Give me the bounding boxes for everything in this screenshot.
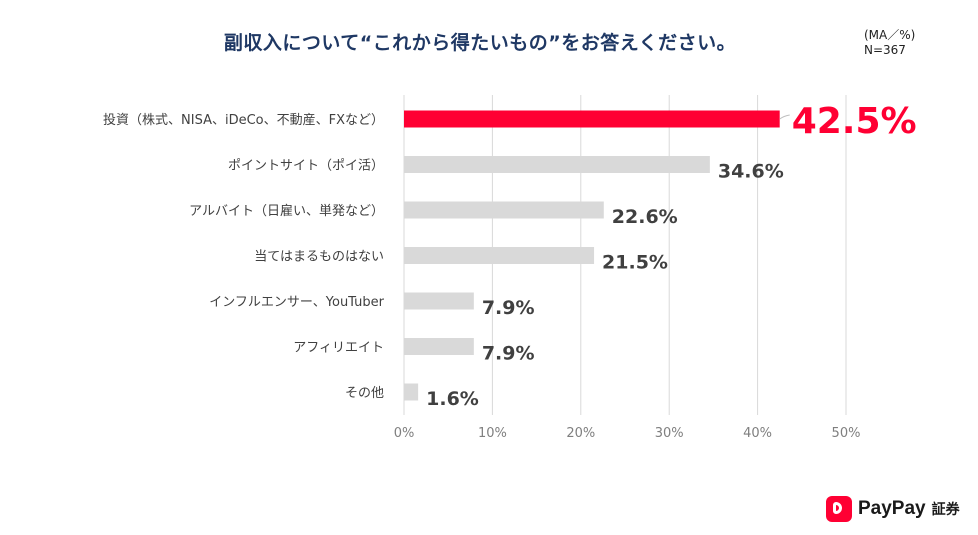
brand-sub: 証券 [931, 502, 960, 518]
category-label: ポイントサイト（ポイ活） [228, 159, 384, 174]
bar [404, 247, 595, 264]
brand-name: PayPay [858, 498, 926, 519]
value-label: 1.6% [426, 388, 479, 410]
category-label: 投資（株式、NISA、iDeCo、不動産、FXなど） [103, 112, 384, 128]
value-label: 22.6% [612, 206, 678, 228]
value-label: 7.9% [482, 297, 535, 319]
value-label: 34.6% [718, 161, 784, 183]
category-label: インフルエンサー、YouTuber [209, 295, 384, 310]
chart-title: 副収入について“これから得たいもの”をお答えください。 [223, 32, 737, 54]
x-tick-label: 50% [832, 426, 861, 441]
note-ma: (MA／%) [864, 28, 916, 42]
bar [404, 156, 710, 173]
x-tick-label: 40% [743, 426, 772, 441]
category-label: その他 [345, 386, 384, 401]
paypay-logo: PayPay 証券 [826, 492, 960, 526]
x-tick-label: 20% [566, 426, 595, 441]
bar [404, 110, 780, 128]
category-label: アフィリエイト [293, 341, 384, 356]
bar [404, 338, 474, 355]
bar [404, 201, 604, 219]
category-label: 当てはまるものはない [254, 250, 384, 265]
bar [404, 383, 419, 401]
survey-note: (MA／%) N=367 [864, 28, 915, 58]
category-label: アルバイト（日雇い、単発など） [189, 203, 384, 219]
x-tick-label: 30% [655, 426, 684, 441]
bar [404, 292, 474, 310]
value-label: 42.5% [792, 101, 917, 142]
x-tick-label: 10% [478, 426, 507, 441]
label-leader-line [779, 114, 790, 120]
note-sample-size: N=367 [864, 43, 906, 57]
paypay-logo-icon [826, 496, 852, 522]
x-tick-label: 0% [394, 426, 415, 441]
value-label: 21.5% [602, 252, 668, 274]
value-label: 7.9% [482, 343, 535, 365]
